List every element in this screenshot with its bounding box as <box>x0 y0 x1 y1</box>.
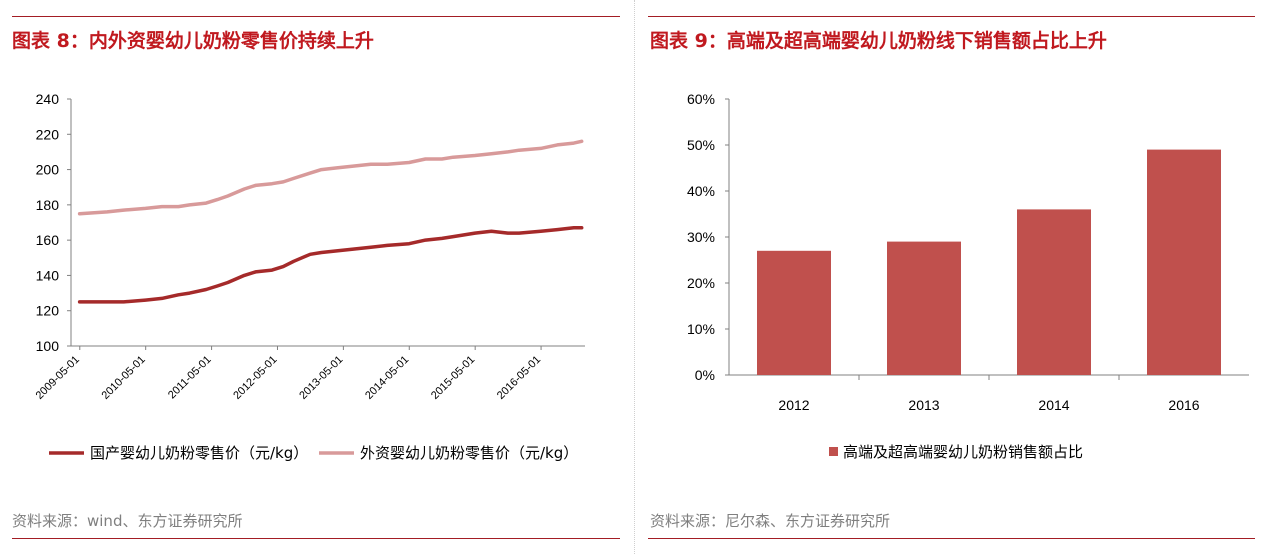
bar <box>1017 209 1091 375</box>
y-tick-label: 40% <box>687 183 715 199</box>
bottom-rule <box>12 538 620 539</box>
legend-label: 国产婴幼儿奶粉零售价（元/kg） <box>90 444 308 462</box>
y-tick-label: 100 <box>36 338 60 354</box>
bar <box>1147 149 1221 375</box>
source-note-left: 资料来源：wind、东方证券研究所 <box>12 512 243 530</box>
x-tick-label: 2013 <box>908 397 939 413</box>
source-note-right: 资料来源：尼尔森、东方证券研究所 <box>650 512 891 530</box>
y-tick-label: 10% <box>687 321 715 337</box>
x-tick-label: 2009-05-01 <box>34 354 82 402</box>
panel-premium-share: 图表 9：高端及超高端婴幼儿奶粉线下销售额占比上升 0% 10% 20% 30% 40%… <box>640 0 1269 554</box>
bottom-rule <box>648 538 1255 539</box>
y-tick-label: 220 <box>36 126 60 142</box>
panel-divider <box>634 0 635 554</box>
y-tick-label: 120 <box>36 303 60 319</box>
y-tick-label: 180 <box>36 197 60 213</box>
x-tick-label: 2012 <box>778 397 809 413</box>
x-tick-label: 2010-05-01 <box>100 354 148 402</box>
domestic-price-line <box>77 226 584 304</box>
top-rule <box>12 16 620 17</box>
y-tick-label: 60% <box>687 91 715 107</box>
foreign-price-line <box>77 139 584 216</box>
y-tick-label: 50% <box>687 137 715 153</box>
y-tick-label: 240 <box>36 91 60 107</box>
y-tick-label: 160 <box>36 232 60 248</box>
x-tick-label: 2014-05-01 <box>363 354 411 402</box>
bar <box>757 250 831 375</box>
x-tick-label: 2013-05-01 <box>297 354 345 402</box>
y-tick-label: 20% <box>687 275 715 291</box>
x-tick-label: 2011-05-01 <box>166 354 214 402</box>
x-tick-label: 2016-05-01 <box>495 354 543 402</box>
legend-swatch <box>829 447 838 456</box>
x-tick-label: 2014 <box>1038 397 1069 413</box>
y-tick-label: 140 <box>36 267 60 283</box>
chart-title-right: 图表 9：高端及超高端婴幼儿奶粉线下销售额占比上升 <box>650 30 1107 52</box>
y-tick-label: 0% <box>695 367 715 383</box>
y-tick-label: 30% <box>687 229 715 245</box>
x-tick-label: 2016 <box>1168 397 1199 413</box>
chart-title-left: 图表 8：内外资婴幼儿奶粉零售价持续上升 <box>12 30 374 52</box>
x-tick-label: 2015-05-01 <box>429 354 477 402</box>
legend-label: 高端及超高端婴幼儿奶粉销售额占比 <box>843 443 1083 461</box>
panel-retail-price: 图表 8：内外资婴幼儿奶粉零售价持续上升 100 120 140 160 180 200 2… <box>0 0 632 554</box>
bar-chart: 0% 10% 20% 30% 40% 50% 60% 2012 2013 2014 2016 高端及超… <box>687 91 1249 461</box>
top-rule <box>648 16 1255 17</box>
y-tick-label: 200 <box>36 162 60 178</box>
line-chart: 100 120 140 160 180 200 220 240 2009-05-01 2010-0… <box>34 91 585 462</box>
bar <box>887 241 961 375</box>
legend-label: 外资婴幼儿奶粉零售价（元/kg） <box>360 444 578 462</box>
x-tick-label: 2012-05-01 <box>231 354 279 402</box>
